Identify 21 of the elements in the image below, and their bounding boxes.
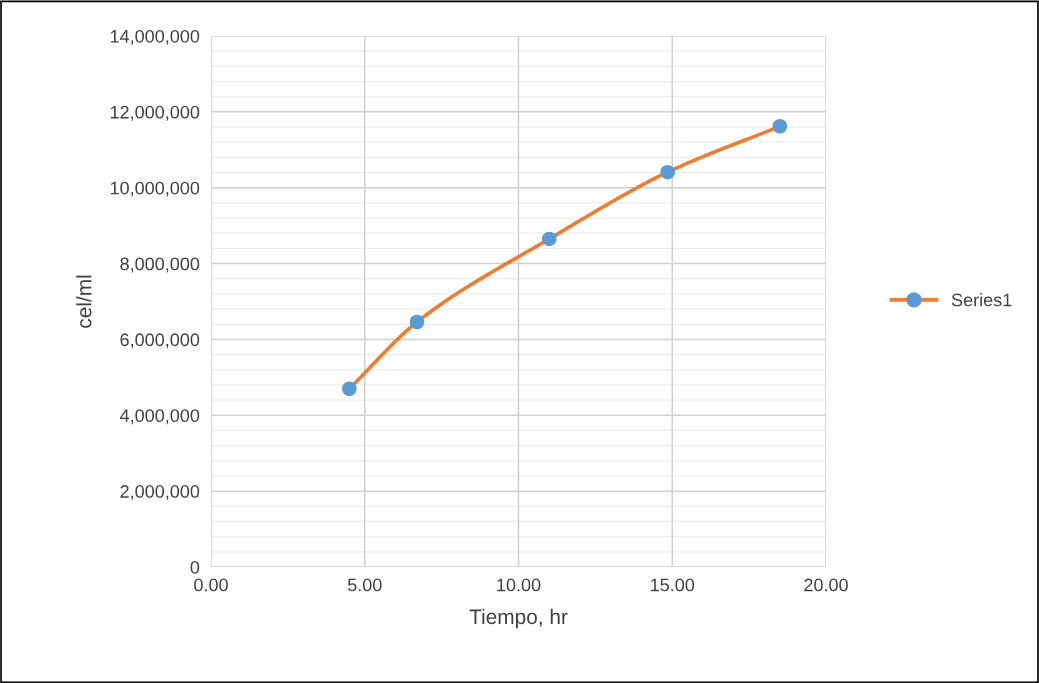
y-tick-label: 10,000,000 xyxy=(110,181,200,197)
y-tick-label: 6,000,000 xyxy=(120,333,200,349)
y-tick-label: 4,000,000 xyxy=(119,409,200,425)
y-tick-label: 8,000,000 xyxy=(120,257,200,273)
x-tick-label: 0.00 xyxy=(194,578,228,592)
legend-label: Series1 xyxy=(951,293,1012,307)
x-tick-label: 5.00 xyxy=(347,578,382,592)
x-tick-label: 15.00 xyxy=(651,578,695,592)
x-tick-label: 20.00 xyxy=(804,578,848,592)
point xyxy=(660,164,675,180)
y-tick-label: 14,000,000 xyxy=(110,29,200,45)
y-tick-label: 2,000,000 xyxy=(120,485,200,500)
point xyxy=(541,231,557,247)
x-tick-label: 10.00 xyxy=(497,578,541,592)
y-tick-label: 0 xyxy=(190,560,200,574)
y-tick-label: 12,000,000 xyxy=(110,105,200,121)
y-axis-title: cel/ml xyxy=(76,275,92,328)
point xyxy=(772,118,788,134)
point xyxy=(409,314,425,330)
point xyxy=(342,381,357,397)
x-axis-title: Tiempo, hr xyxy=(469,608,568,629)
